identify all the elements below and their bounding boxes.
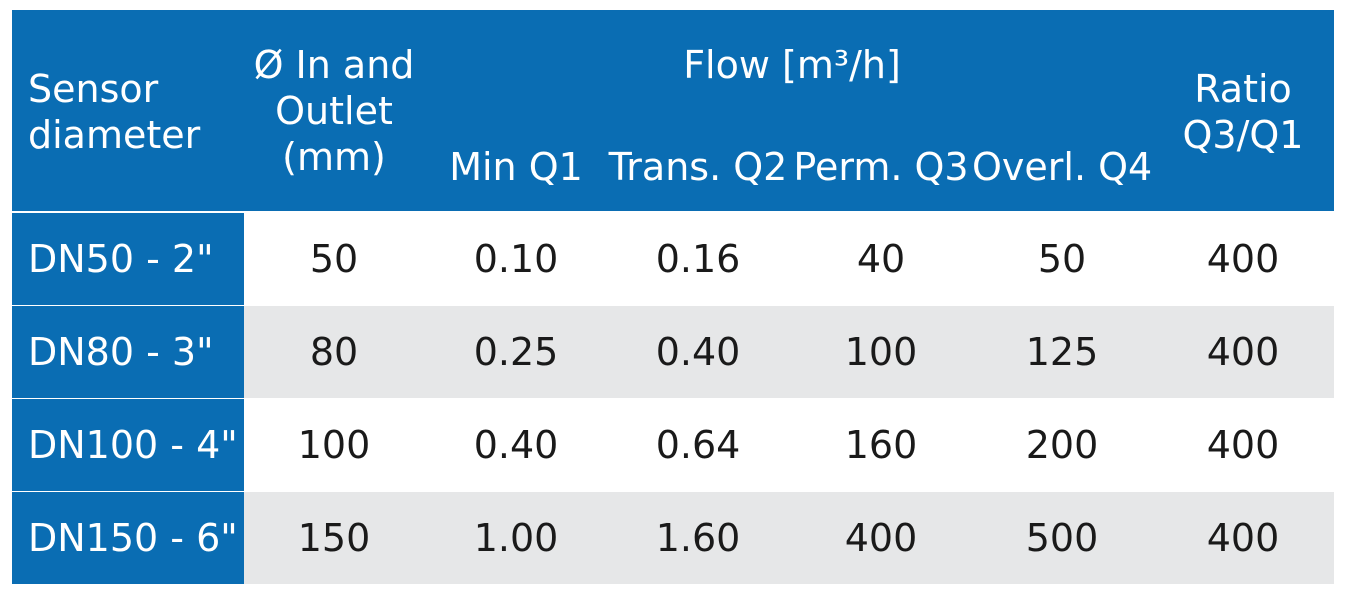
cell-ratio: 400 <box>1206 423 1280 467</box>
cell-q2: 0.40 <box>655 330 741 374</box>
cell-q2: 0.16 <box>655 237 741 281</box>
cell-q2: 0.64 <box>655 423 741 467</box>
cell-q3: 160 <box>844 423 918 467</box>
cell-ratio: 400 <box>1206 330 1280 374</box>
table-row: DN50 - 2" 50 0.10 0.16 40 50 400 <box>12 213 1334 305</box>
row-label-sensor: DN80 - 3" <box>12 306 244 398</box>
cell-q2: 1.60 <box>655 516 741 560</box>
header-min-q1: Min Q1 <box>449 145 583 189</box>
cell-q1: 0.25 <box>473 330 559 374</box>
cell-q1: 0.10 <box>473 237 559 281</box>
row-label-sensor: DN150 - 6" <box>12 492 244 584</box>
header-inlet-outlet: Ø In and Outlet (mm) <box>253 43 415 179</box>
cell-q4: 500 <box>1025 516 1099 560</box>
cell-mm: 80 <box>309 330 359 374</box>
cell-q1: 0.40 <box>473 423 559 467</box>
cell-q3: 40 <box>856 237 906 281</box>
cell-q3: 400 <box>844 516 918 560</box>
cell-mm: 150 <box>297 516 371 560</box>
table-row: DN150 - 6" 150 1.00 1.60 400 500 400 <box>12 492 1334 584</box>
row-label-sensor: DN100 - 4" <box>12 399 244 491</box>
header-overl-q4: Overl. Q4 <box>972 145 1153 189</box>
header-flow-group: Flow [m³/h] <box>683 43 901 87</box>
cell-q4: 50 <box>1037 237 1087 281</box>
header-ratio: Ratio Q3/Q1 <box>1182 67 1304 157</box>
cell-q4: 200 <box>1025 423 1099 467</box>
cell-q3: 100 <box>844 330 918 374</box>
cell-q4: 125 <box>1025 330 1099 374</box>
cell-mm: 100 <box>297 423 371 467</box>
cell-q1: 1.00 <box>473 516 559 560</box>
table-row: DN100 - 4" 100 0.40 0.64 160 200 400 <box>12 399 1334 491</box>
table-header: Sensor diameter Ø In and Outlet (mm) Flo… <box>12 10 1334 211</box>
cell-ratio: 400 <box>1206 237 1280 281</box>
cell-mm: 50 <box>309 237 359 281</box>
header-perm-q3: Perm. Q3 <box>793 145 969 189</box>
cell-ratio: 400 <box>1206 516 1280 560</box>
flow-spec-table: Sensor diameter Ø In and Outlet (mm) Flo… <box>12 10 1334 584</box>
table-row: DN80 - 3" 80 0.25 0.40 100 125 400 <box>12 306 1334 398</box>
header-trans-q2: Trans. Q2 <box>608 145 788 189</box>
row-label-sensor: DN50 - 2" <box>12 213 244 305</box>
header-sensor-diameter: Sensor diameter <box>28 67 201 157</box>
